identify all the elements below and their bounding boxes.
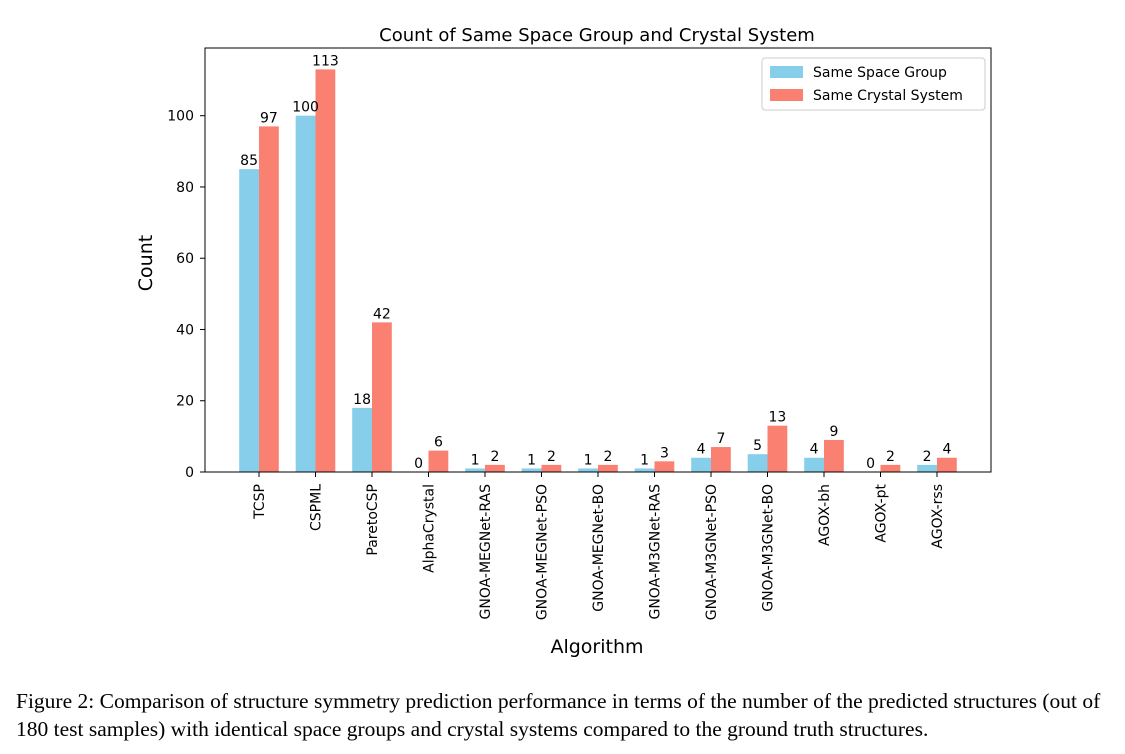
bar-value-label: 7 — [716, 431, 725, 447]
bar-value-label: 113 — [312, 53, 339, 69]
bar-value-label: 2 — [923, 449, 932, 465]
x-axis-label: Algorithm — [550, 636, 643, 658]
bar-space-group-agox-rss — [917, 464, 937, 472]
chart-title: Count of Same Space Group and Crystal Sy… — [379, 25, 815, 46]
bar-space-group-cspml — [295, 115, 316, 472]
x-tick-label: CSPML — [309, 484, 325, 531]
bar-space-group-gnoa-m3gnet-bo — [747, 454, 768, 472]
bar-value-label: 4 — [697, 442, 706, 458]
y-tick-label: 20 — [176, 394, 194, 410]
y-tick-label: 0 — [185, 465, 194, 481]
x-tick-label: GNOA-M3GNet-RAS — [648, 484, 664, 620]
bar-crystal-system-alphacrystal — [428, 450, 449, 472]
bar-crystal-system-gnoa-m3gnet-pso — [711, 447, 731, 472]
bar-space-group-tcsp — [239, 169, 259, 472]
bar-value-label: 42 — [373, 306, 391, 322]
bar-value-label: 4 — [810, 442, 819, 458]
x-tick-label: AGOX-rss — [930, 484, 946, 549]
bar-crystal-system-gnoa-m3gnet-ras — [654, 461, 675, 472]
bar-crystal-system-gnoa-megnet-ras — [485, 464, 505, 472]
legend-label: Same Space Group — [813, 65, 947, 81]
bar-crystal-system-agox-rss — [937, 457, 957, 472]
x-tick-label: AGOX-bh — [817, 484, 833, 546]
bar-value-label: 18 — [353, 392, 371, 408]
legend-box — [761, 57, 986, 111]
bar-crystal-system-agox-pt — [880, 464, 901, 472]
bar-value-label: 2 — [490, 449, 499, 465]
bar-crystal-system-gnoa-m3gnet-bo — [767, 425, 788, 472]
bar-crystal-system-gnoa-megnet-pso — [541, 464, 562, 472]
bar-value-label: 1 — [584, 452, 593, 468]
bar-space-group-gnoa-megnet-bo — [578, 468, 598, 472]
bar-crystal-system-gnoa-megnet-bo — [598, 464, 618, 472]
legend-swatch — [770, 66, 803, 78]
x-tick-label: GNOA-MEGNet-RAS — [478, 484, 494, 620]
x-tick-label: GNOA-M3GNet-PSO — [704, 484, 720, 620]
bars-layer — [239, 69, 957, 473]
bar-space-group-gnoa-m3gnet-ras — [634, 468, 655, 472]
bar-chart: Count of Same Space Group and Crystal Sy… — [135, 25, 992, 658]
bar-value-label: 97 — [260, 110, 278, 126]
x-tick-label: AGOX-pt — [874, 483, 890, 542]
figure-caption: Figure 2: Comparison of structure symmet… — [16, 689, 1101, 741]
bar-value-label: 0 — [866, 456, 875, 472]
bar-value-label: 1 — [471, 452, 480, 468]
bar-space-group-gnoa-m3gnet-pso — [691, 457, 711, 472]
y-tick-label: 40 — [176, 322, 194, 338]
bar-value-label: 85 — [240, 153, 258, 169]
bar-value-label: 9 — [829, 424, 838, 440]
legend: Same Space Group Same Crystal System — [761, 57, 986, 111]
x-tick-label: GNOA-MEGNet-BO — [591, 484, 607, 612]
y-tick-label: 60 — [176, 251, 194, 267]
bar-space-group-paretocsp — [352, 407, 372, 472]
x-tick-label: ParetoCSP — [365, 484, 381, 556]
x-tick-label: GNOA-M3GNet-BO — [761, 484, 777, 612]
y-tick-label: 100 — [167, 109, 194, 125]
bar-value-label: 2 — [886, 449, 895, 465]
bar-space-group-gnoa-megnet-pso — [521, 468, 542, 472]
bar-crystal-system-paretocsp — [372, 322, 392, 472]
bar-value-label: 0 — [414, 456, 423, 472]
bar-value-label: 13 — [768, 410, 786, 426]
x-tick-label: AlphaCrystal — [422, 484, 438, 573]
bar-value-label: 3 — [660, 445, 669, 461]
y-tick-label: 80 — [176, 180, 194, 196]
y-axis-label: Count — [135, 235, 157, 291]
bar-value-label: 2 — [603, 449, 612, 465]
bar-value-label: 1 — [640, 452, 649, 468]
bar-value-label: 1 — [527, 452, 536, 468]
bar-value-label: 6 — [434, 435, 443, 451]
legend-label: Same Crystal System — [813, 88, 963, 104]
legend-swatch — [770, 89, 803, 101]
bar-value-label: 4 — [942, 442, 951, 458]
bar-value-label: 100 — [292, 100, 319, 116]
bar-crystal-system-tcsp — [259, 126, 279, 473]
x-tick-label: GNOA-MEGNet-PSO — [535, 484, 551, 620]
chart-svg: Count of Same Space Group and Crystal Sy… — [135, 25, 992, 658]
bar-space-group-agox-bh — [804, 457, 824, 472]
bar-space-group-gnoa-megnet-ras — [465, 468, 485, 472]
bar-crystal-system-cspml — [315, 69, 336, 473]
bar-crystal-system-agox-bh — [824, 439, 844, 472]
x-tick-label: TCSP — [252, 484, 268, 520]
bar-value-label: 2 — [547, 449, 556, 465]
bar-value-label: 5 — [753, 438, 762, 454]
